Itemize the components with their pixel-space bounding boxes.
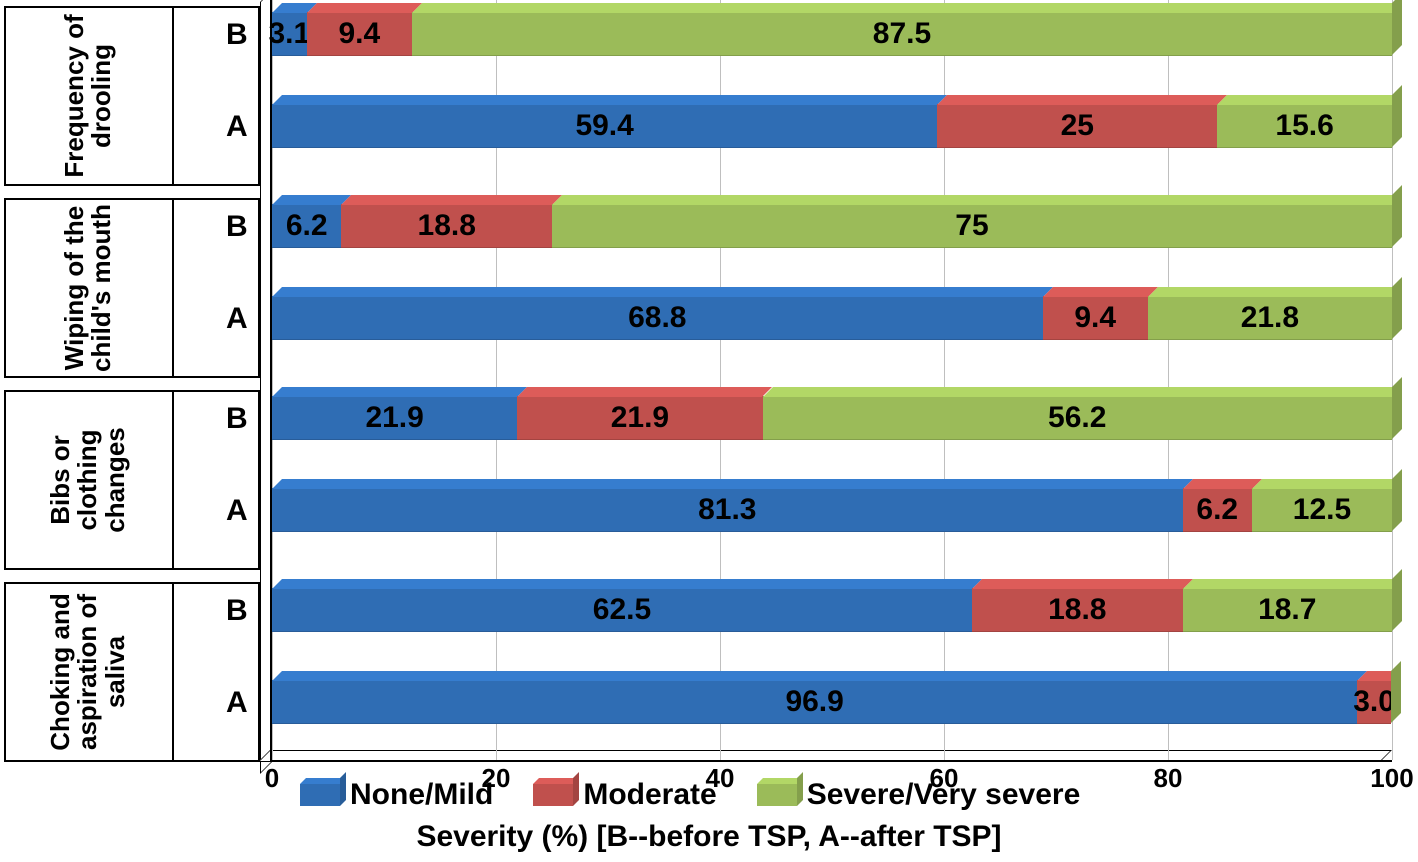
x-tick-label: 100 (1370, 763, 1413, 794)
x-axis-title: Severity (%) [B--before TSP, A--after TS… (0, 820, 1418, 854)
category-label: Frequency of drooling (4, 6, 172, 186)
stacked-bar-chart: 0204060801003.19.487.559.42515.66.218.87… (0, 0, 1418, 862)
bar-segment: 21.8 (1148, 296, 1392, 340)
category-divider (172, 6, 174, 186)
bar-segment: 9.4 (1043, 296, 1148, 340)
bar-segment: 18.7 (1183, 588, 1392, 632)
category-divider (172, 582, 174, 762)
bar-segment: 18.8 (972, 588, 1183, 632)
bar-row: 59.42515.6 (272, 104, 1392, 148)
bar-segment: 18.8 (341, 204, 552, 248)
bar-row: 6.218.875 (272, 204, 1392, 248)
bar-segment: 9.4 (307, 12, 412, 56)
legend-label: None/Mild (350, 778, 493, 812)
legend: None/Mild Moderate Severe/Very severe (300, 778, 1080, 812)
bar-segment: 21.9 (272, 396, 517, 440)
bar-segment: 3.0 (1357, 680, 1391, 724)
bar-segment: 62.5 (272, 588, 972, 632)
x-tick-label: 80 (1154, 763, 1183, 794)
bar-segment: 87.5 (412, 12, 1392, 56)
bar-row: 62.518.818.7 (272, 588, 1392, 632)
category-label: Bibs or clothing changes (4, 390, 172, 570)
legend-item-severe: Severe/Very severe (757, 778, 1081, 812)
bar-segment: 6.2 (272, 204, 341, 248)
bar-segment: 21.9 (517, 396, 762, 440)
category-divider (172, 198, 174, 378)
bar-segment: 68.8 (272, 296, 1043, 340)
legend-label: Moderate (583, 778, 716, 812)
bar-row: 96.93.0 (272, 680, 1392, 724)
bar-row: 3.19.487.5 (272, 12, 1392, 56)
x-tick-label: 0 (265, 763, 279, 794)
legend-swatch (533, 784, 573, 806)
bar-segment: 15.6 (1217, 104, 1392, 148)
bar-segment: 56.2 (763, 396, 1392, 440)
plot-area: 0204060801003.19.487.559.42515.66.218.87… (270, 0, 1392, 762)
bar-segment: 96.9 (272, 680, 1357, 724)
bar-segment: 25 (937, 104, 1217, 148)
bar-row: 68.89.421.8 (272, 296, 1392, 340)
bar-segment: 81.3 (272, 488, 1183, 532)
category-label: Choking and aspiration of saliva (4, 582, 172, 762)
bar-segment: 75 (552, 204, 1392, 248)
bar-segment: 12.5 (1252, 488, 1392, 532)
category-divider (172, 390, 174, 570)
legend-item-none-mild: None/Mild (300, 778, 493, 812)
legend-label: Severe/Very severe (807, 778, 1081, 812)
category-label: Wiping of the child's mouth (4, 198, 172, 378)
bar-segment: 59.4 (272, 104, 937, 148)
bar-row: 21.921.956.2 (272, 396, 1392, 440)
bar-row: 81.36.212.5 (272, 488, 1392, 532)
legend-swatch (300, 784, 340, 806)
legend-item-moderate: Moderate (533, 778, 716, 812)
bar-segment: 6.2 (1183, 488, 1252, 532)
legend-swatch (757, 784, 797, 806)
bar-segment: 3.1 (272, 12, 307, 56)
